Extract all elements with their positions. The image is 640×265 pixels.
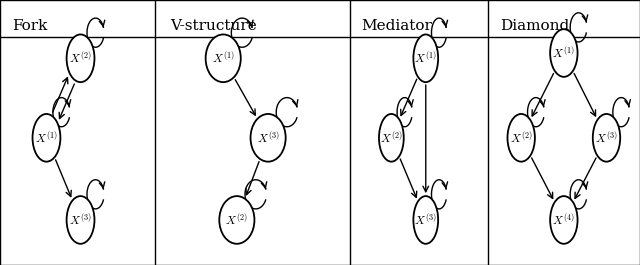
Text: $X^{(2)}$: $X^{(2)}$ — [225, 212, 248, 228]
Text: $X^{(2)}$: $X^{(2)}$ — [380, 130, 403, 146]
Text: $X^{(1)}$: $X^{(1)}$ — [35, 130, 58, 146]
Circle shape — [205, 34, 241, 82]
Circle shape — [67, 196, 95, 244]
Text: Mediator: Mediator — [361, 19, 432, 33]
Circle shape — [67, 34, 95, 82]
Text: $X^{(2)}$: $X^{(2)}$ — [69, 50, 92, 67]
Text: Diamond: Diamond — [500, 19, 569, 33]
Text: $X^{(1)}$: $X^{(1)}$ — [552, 45, 575, 61]
Circle shape — [593, 114, 620, 162]
Circle shape — [550, 29, 577, 77]
Text: $X^{(3)}$: $X^{(3)}$ — [69, 212, 92, 228]
Circle shape — [508, 114, 535, 162]
Circle shape — [413, 34, 438, 82]
Text: $X^{(3)}$: $X^{(3)}$ — [257, 130, 280, 146]
Text: $X^{(4)}$: $X^{(4)}$ — [552, 212, 575, 228]
Circle shape — [379, 114, 404, 162]
Text: V-structure: V-structure — [170, 19, 257, 33]
Text: $X^{(1)}$: $X^{(1)}$ — [212, 50, 235, 67]
Text: $X^{(1)}$: $X^{(1)}$ — [414, 50, 437, 67]
Circle shape — [33, 114, 60, 162]
Text: $X^{(3)}$: $X^{(3)}$ — [414, 212, 437, 228]
Text: $X^{(3)}$: $X^{(3)}$ — [595, 130, 618, 146]
Text: Fork: Fork — [12, 19, 48, 33]
Text: $X^{(2)}$: $X^{(2)}$ — [510, 130, 532, 146]
Circle shape — [413, 196, 438, 244]
Circle shape — [220, 196, 255, 244]
Circle shape — [550, 196, 577, 244]
Circle shape — [250, 114, 285, 162]
